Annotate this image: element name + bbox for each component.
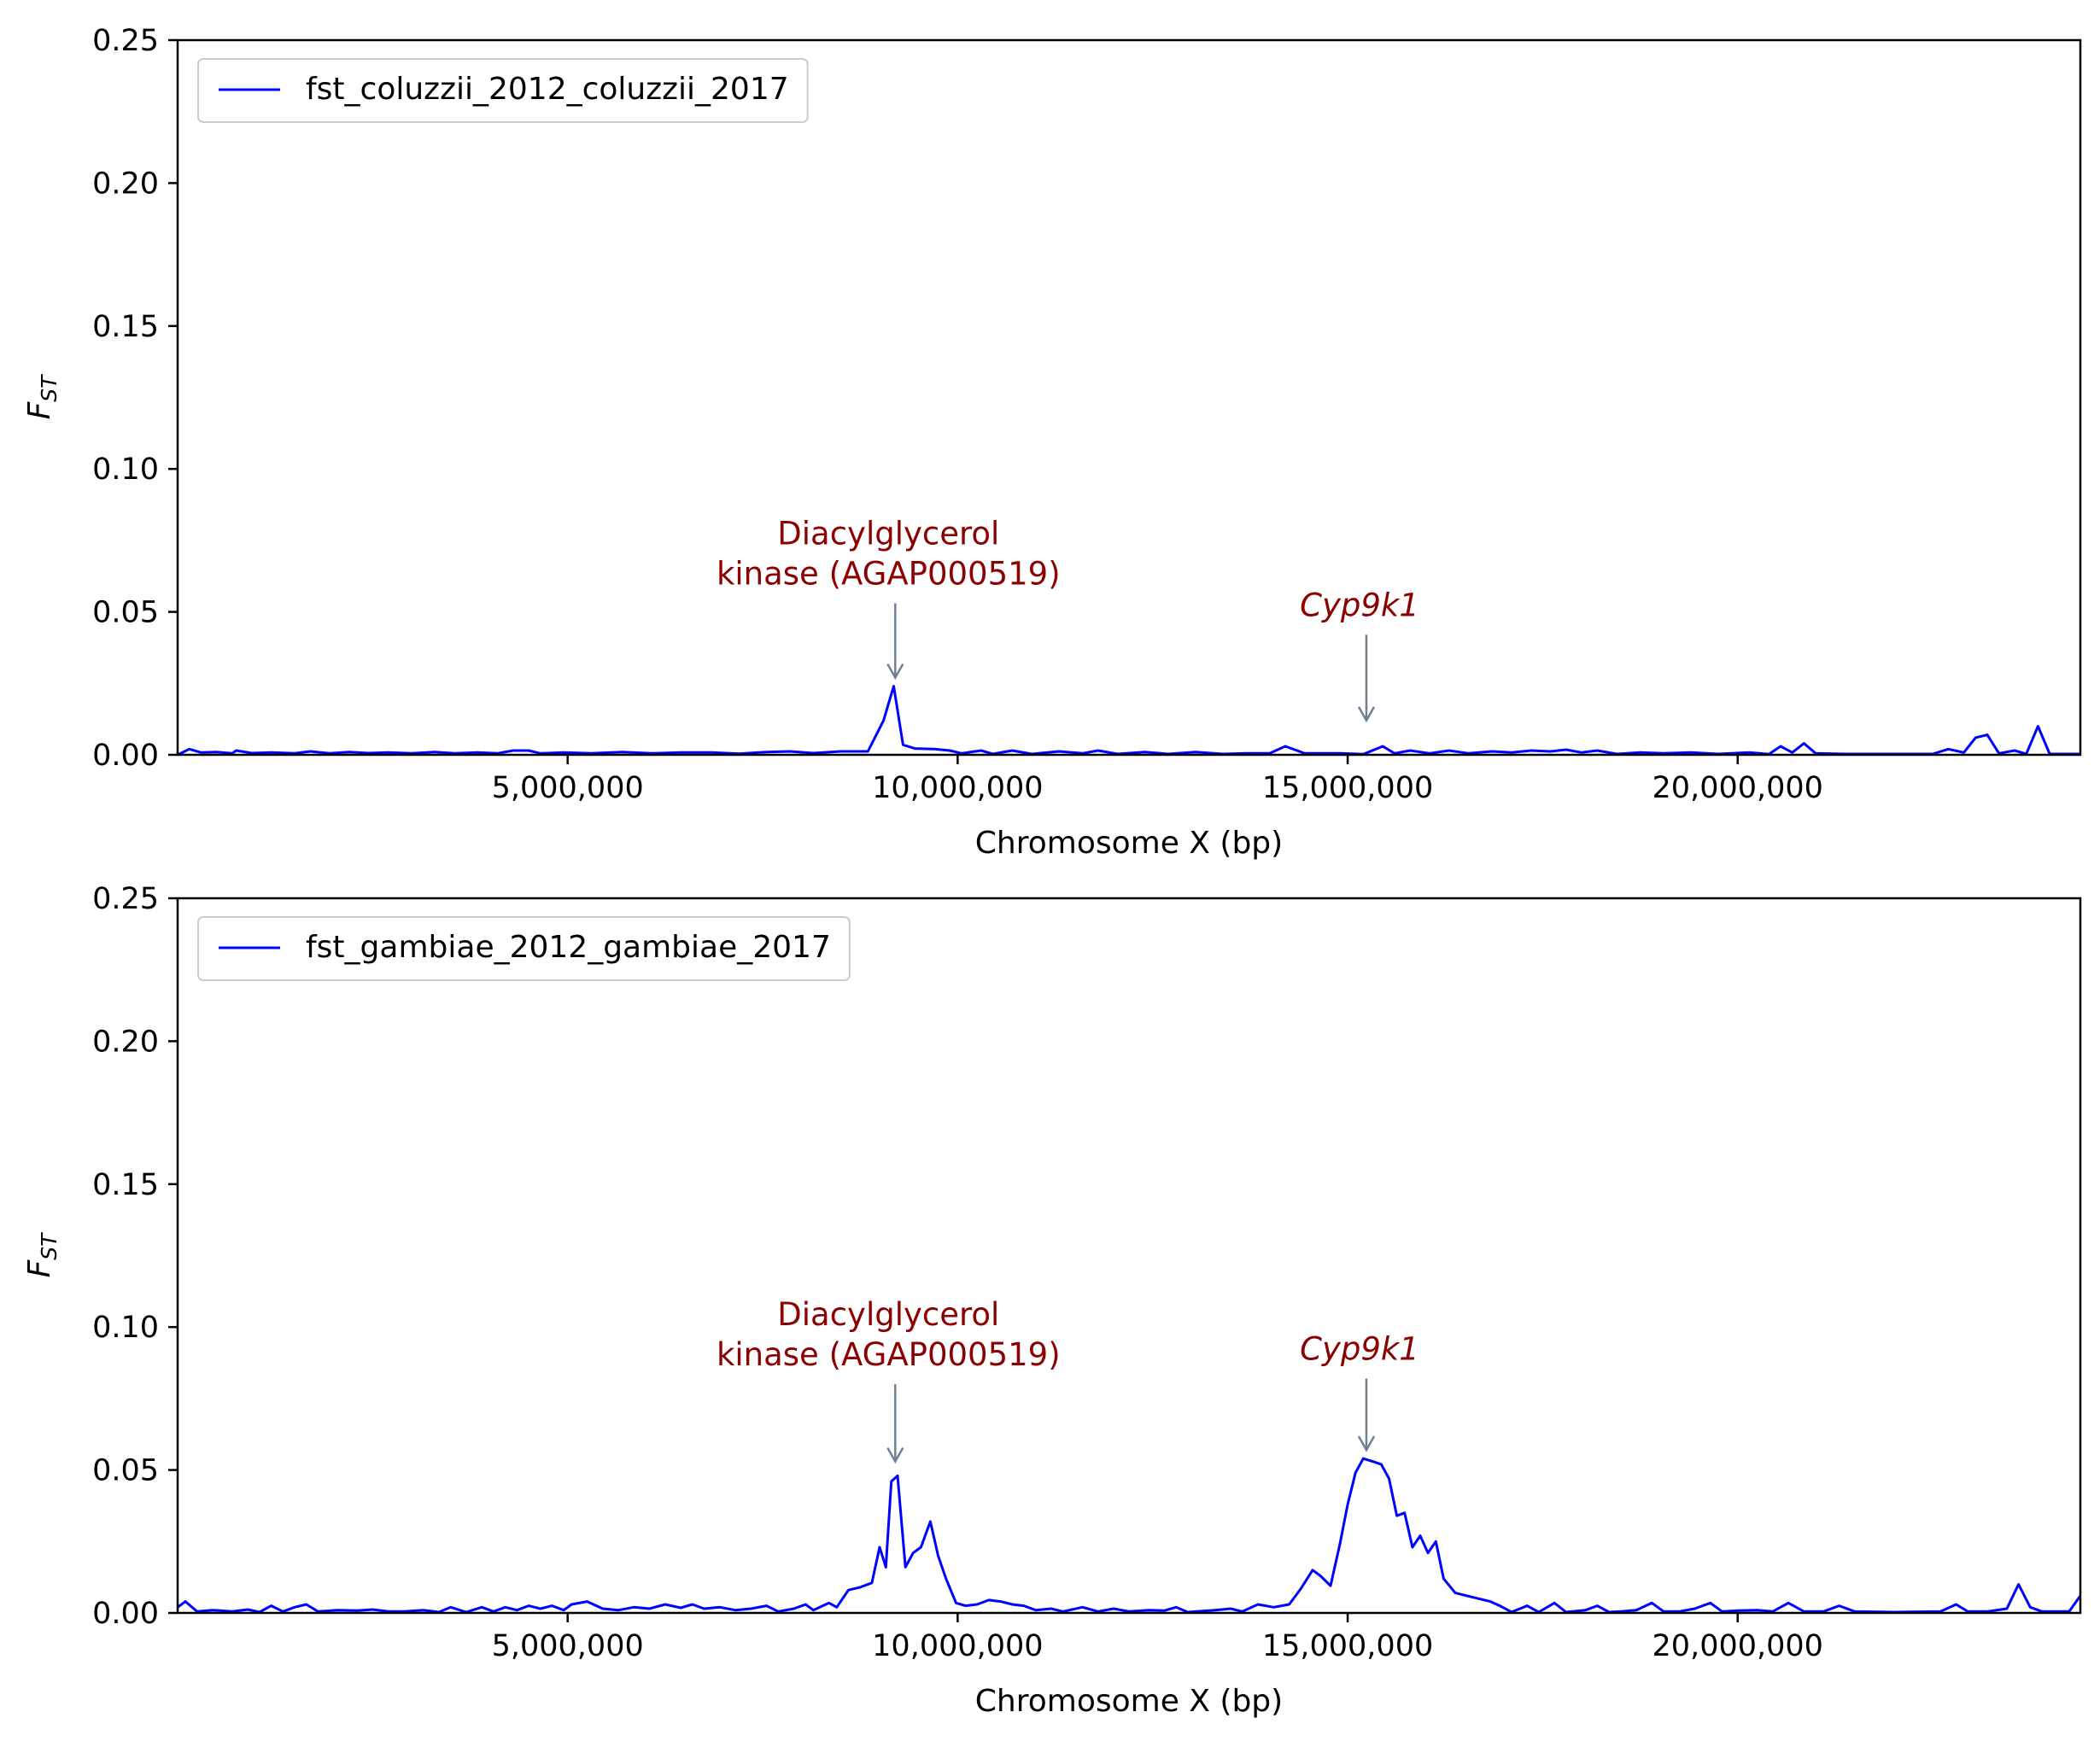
x-tick-label: 10,000,000 xyxy=(872,1629,1043,1663)
legend: fst_gambiae_2012_gambiae_2017 xyxy=(197,916,851,981)
y-tick-label: 0.00 xyxy=(92,739,159,773)
annotation-label: kinase (AGAP000519) xyxy=(717,556,1061,593)
axes-frame xyxy=(176,897,2082,1615)
x-tick-label: 5,000,000 xyxy=(492,771,644,805)
legend-box xyxy=(197,916,851,981)
y-axis-label: FST xyxy=(22,1232,61,1278)
y-tick-label: 0.20 xyxy=(92,1025,159,1059)
y-tick-label: 0.25 xyxy=(92,24,159,58)
series-line xyxy=(177,1457,2082,1614)
legend-label: fst_coluzzii_2012_coluzzii_2017 xyxy=(306,72,789,107)
legend-box xyxy=(197,58,809,123)
y-axis-label: FST xyxy=(22,374,61,420)
annotation-arrow-head xyxy=(886,663,904,681)
annotation-label: Cyp9k1 xyxy=(1300,1330,1419,1367)
annotation-label: Diacylglycerol xyxy=(777,1296,999,1333)
y-tick-label: 0.25 xyxy=(92,882,159,916)
annotation-arrow-head xyxy=(1357,1435,1376,1452)
annotation-arrow-head xyxy=(886,1446,904,1464)
y-tick-label: 0.15 xyxy=(92,310,159,344)
y-tick-label: 0.05 xyxy=(92,596,159,630)
annotation-label: Diacylglycerol xyxy=(777,516,999,552)
y-tick-label: 0.15 xyxy=(92,1168,159,1202)
series-line xyxy=(177,685,2080,757)
y-tick-label: 0.10 xyxy=(92,1311,159,1345)
x-tick-label: 15,000,000 xyxy=(1262,1629,1433,1663)
x-tick-label: 15,000,000 xyxy=(1262,771,1433,805)
x-tick-label: 5,000,000 xyxy=(492,1629,644,1663)
y-tick-label: 0.05 xyxy=(92,1454,159,1488)
annotation-label: Cyp9k1 xyxy=(1300,587,1419,623)
y-tick-label: 0.20 xyxy=(92,167,159,201)
panel-gambiae: 0.00 0.05 0.10 0.15 0.20 0.25 5,000,000 10,000,… xyxy=(22,882,2082,1719)
x-axis-label: Chromosome X (bp) xyxy=(975,1684,1283,1719)
axes-frame xyxy=(176,38,2082,757)
x-tick-label: 20,000,000 xyxy=(1653,1629,1823,1663)
x-axis-label: Chromosome X (bp) xyxy=(975,826,1283,861)
annotation-arrow-head xyxy=(1357,706,1376,723)
legend: fst_coluzzii_2012_coluzzii_2017 xyxy=(197,58,809,123)
legend-label: fst_gambiae_2012_gambiae_2017 xyxy=(306,930,831,965)
y-tick-label: 0.00 xyxy=(92,1597,159,1631)
x-tick-label: 10,000,000 xyxy=(872,771,1043,805)
y-tick-label: 0.10 xyxy=(92,453,159,487)
annotation-label: kinase (AGAP000519) xyxy=(717,1336,1061,1373)
panel-coluzzii: 0.00 0.05 0.10 0.15 0.20 0.25 5,000,000 10,000,… xyxy=(22,24,2082,861)
x-tick-label: 20,000,000 xyxy=(1653,771,1823,805)
